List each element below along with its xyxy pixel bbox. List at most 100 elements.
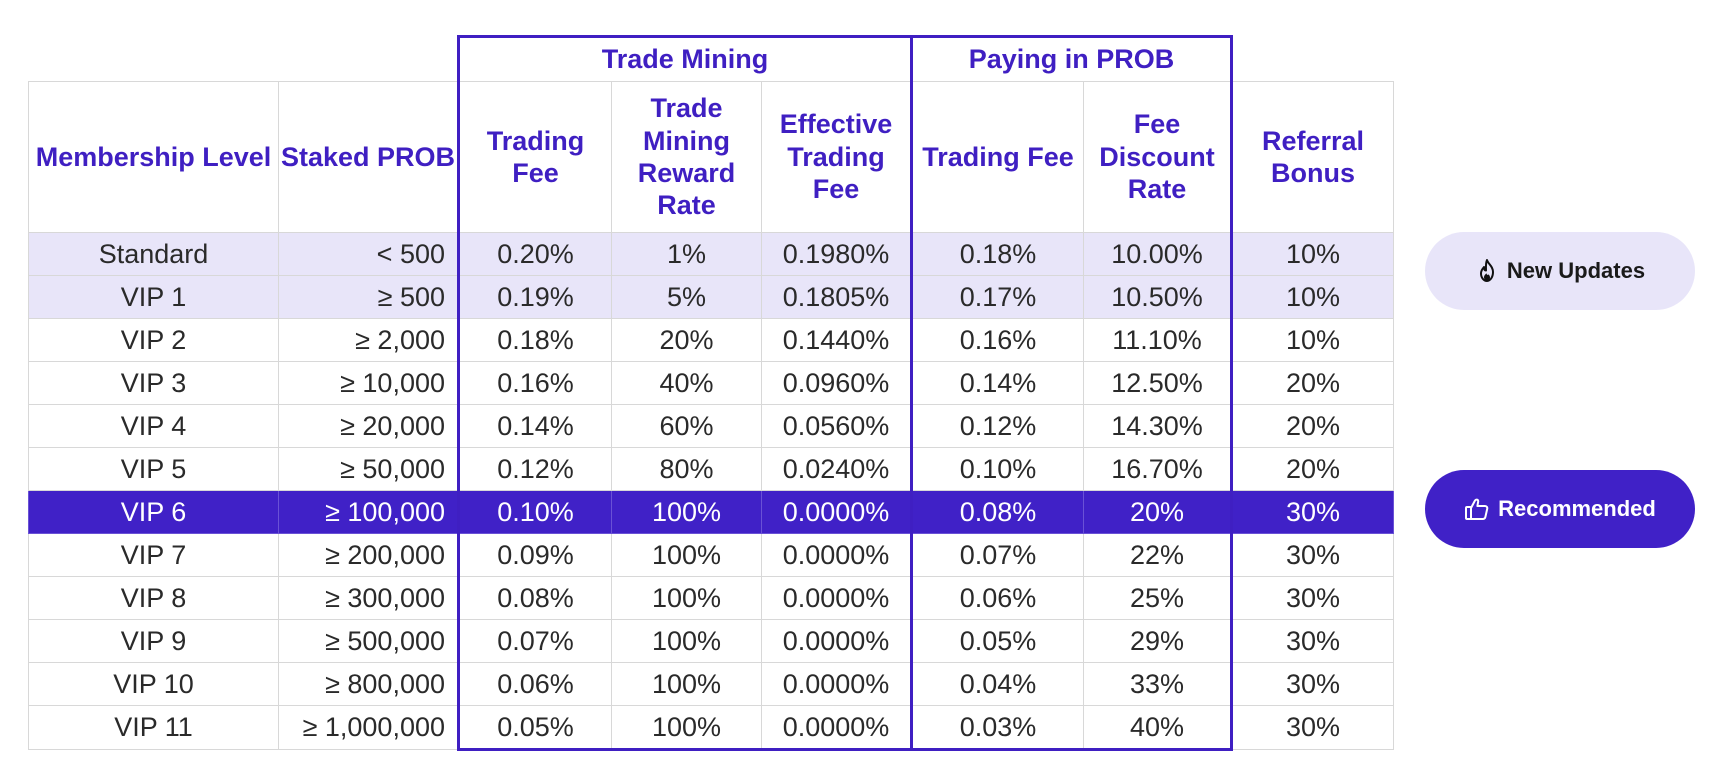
table-row: VIP 6 ≥ 100,000 0.10% 100% 0.0000% 0.08% 20% 30… — [28, 490, 1394, 534]
table-row: VIP 5 ≥ 50,000 0.12% 80% 0.0240% 0.10% 16.70% 2… — [28, 447, 1394, 491]
cell-tm-effective-fee: 0.0240% — [761, 447, 913, 491]
cell-tm-trading-fee: 0.07% — [457, 619, 612, 663]
cell-tm-reward-rate: 1% — [611, 232, 762, 276]
cell-tm-reward-rate: 100% — [611, 662, 762, 706]
cell-membership-level: VIP 6 — [28, 490, 279, 534]
table-row: VIP 2 ≥ 2,000 0.18% 20% 0.1440% 0.16% 11.10% 10… — [28, 318, 1394, 362]
cell-pp-discount-rate: 20% — [1083, 490, 1233, 534]
cell-tm-trading-fee: 0.06% — [457, 662, 612, 706]
table-row: VIP 4 ≥ 20,000 0.14% 60% 0.0560% 0.12% 14.30% 2… — [28, 404, 1394, 448]
cell-tm-trading-fee: 0.05% — [457, 705, 612, 751]
cell-membership-level: VIP 5 — [28, 447, 279, 491]
table-row: VIP 3 ≥ 10,000 0.16% 40% 0.0960% 0.14% 12.50% 2… — [28, 361, 1394, 405]
header-referral-bonus: Referral Bonus — [1231, 81, 1394, 233]
header-pp-trading-fee: Trading Fee — [910, 81, 1084, 233]
cell-tm-reward-rate: 100% — [611, 619, 762, 663]
cell-staked-prob: ≥ 800,000 — [278, 662, 459, 706]
cell-pp-discount-rate: 22% — [1083, 533, 1233, 577]
vip-fee-table: Trade Mining Paying in PROB Membership L… — [28, 35, 1394, 751]
cell-membership-level: VIP 1 — [28, 275, 279, 319]
cell-staked-prob: ≥ 10,000 — [278, 361, 459, 405]
cell-pp-discount-rate: 33% — [1083, 662, 1233, 706]
cell-tm-reward-rate: 20% — [611, 318, 762, 362]
cell-tm-trading-fee: 0.08% — [457, 576, 612, 620]
cell-tm-effective-fee: 0.0000% — [761, 576, 913, 620]
new-updates-label: New Updates — [1506, 258, 1646, 283]
cell-tm-trading-fee: 0.09% — [457, 533, 612, 577]
cell-staked-prob: < 500 — [278, 232, 459, 276]
cell-referral-bonus: 20% — [1231, 361, 1394, 405]
cell-pp-trading-fee: 0.04% — [910, 662, 1084, 706]
cell-staked-prob: ≥ 2,000 — [278, 318, 459, 362]
cell-tm-reward-rate: 5% — [611, 275, 762, 319]
cell-pp-trading-fee: 0.14% — [910, 361, 1084, 405]
recommended-label: Recommended — [1498, 496, 1656, 521]
table-row: VIP 9 ≥ 500,000 0.07% 100% 0.0000% 0.05% 29% 30… — [28, 619, 1394, 663]
cell-pp-discount-rate: 16.70% — [1083, 447, 1233, 491]
cell-tm-reward-rate: 40% — [611, 361, 762, 405]
cell-tm-effective-fee: 0.0000% — [761, 490, 913, 534]
fire-icon — [1475, 258, 1499, 284]
cell-pp-trading-fee: 0.17% — [910, 275, 1084, 319]
cell-membership-level: VIP 9 — [28, 619, 279, 663]
table-row: VIP 10 ≥ 800,000 0.06% 100% 0.0000% 0.04% 33% 3… — [28, 662, 1394, 706]
header-tm-effective-fee: Effective Trading Fee — [761, 81, 913, 233]
cell-referral-bonus: 10% — [1231, 275, 1394, 319]
header-tm-trading-fee: Trading Fee — [457, 81, 612, 233]
cell-staked-prob: ≥ 20,000 — [278, 404, 459, 448]
cell-staked-prob: ≥ 200,000 — [278, 533, 459, 577]
group-spacer-right — [1232, 37, 1394, 82]
cell-pp-trading-fee: 0.08% — [910, 490, 1084, 534]
table-body: Standard < 500 0.20% 1% 0.1980% 0.18% 10.00% 10… — [28, 232, 1394, 751]
cell-tm-reward-rate: 100% — [611, 705, 762, 751]
cell-tm-trading-fee: 0.16% — [457, 361, 612, 405]
recommended-badge[interactable]: Recommended — [1425, 470, 1695, 548]
cell-referral-bonus: 20% — [1231, 447, 1394, 491]
cell-referral-bonus: 30% — [1231, 705, 1394, 750]
header-pp-discount-rate: Fee Discount Rate — [1083, 81, 1233, 233]
header-staked-prob: Staked PROB — [278, 81, 459, 233]
cell-tm-effective-fee: 0.0960% — [761, 361, 913, 405]
cell-referral-bonus: 10% — [1231, 232, 1394, 276]
header-membership-level: Membership Level — [28, 81, 279, 233]
cell-referral-bonus: 30% — [1231, 576, 1394, 620]
cell-tm-effective-fee: 0.0000% — [761, 662, 913, 706]
cell-tm-effective-fee: 0.0000% — [761, 619, 913, 663]
cell-tm-reward-rate: 60% — [611, 404, 762, 448]
cell-tm-trading-fee: 0.20% — [457, 232, 612, 276]
cell-referral-bonus: 30% — [1231, 662, 1394, 706]
cell-pp-discount-rate: 11.10% — [1083, 318, 1233, 362]
cell-staked-prob: ≥ 500 — [278, 275, 459, 319]
cell-tm-effective-fee: 0.1805% — [761, 275, 913, 319]
cell-referral-bonus: 30% — [1231, 533, 1394, 577]
cell-pp-discount-rate: 10.50% — [1083, 275, 1233, 319]
table-row: Standard < 500 0.20% 1% 0.1980% 0.18% 10.00% 10… — [28, 232, 1394, 276]
header-tm-reward-rate: Trade Mining Reward Rate — [611, 81, 762, 233]
cell-staked-prob: ≥ 1,000,000 — [278, 705, 459, 750]
cell-tm-trading-fee: 0.12% — [457, 447, 612, 491]
cell-tm-reward-rate: 100% — [611, 490, 762, 534]
cell-tm-effective-fee: 0.1980% — [761, 232, 913, 276]
table-row: VIP 8 ≥ 300,000 0.08% 100% 0.0000% 0.06% 25% 30… — [28, 576, 1394, 620]
cell-tm-trading-fee: 0.18% — [457, 318, 612, 362]
cell-staked-prob: ≥ 500,000 — [278, 619, 459, 663]
cell-pp-trading-fee: 0.06% — [910, 576, 1084, 620]
cell-tm-trading-fee: 0.10% — [457, 490, 612, 534]
cell-tm-effective-fee: 0.0560% — [761, 404, 913, 448]
cell-pp-discount-rate: 12.50% — [1083, 361, 1233, 405]
cell-pp-trading-fee: 0.05% — [910, 619, 1084, 663]
group-paying-in-prob: Paying in PROB — [910, 35, 1233, 82]
cell-tm-effective-fee: 0.1440% — [761, 318, 913, 362]
cell-pp-discount-rate: 10.00% — [1083, 232, 1233, 276]
new-updates-badge[interactable]: New Updates — [1425, 232, 1695, 310]
cell-membership-level: VIP 8 — [28, 576, 279, 620]
cell-tm-effective-fee: 0.0000% — [761, 705, 913, 751]
cell-membership-level: Standard — [28, 232, 279, 276]
table-row: VIP 11 ≥ 1,000,000 0.05% 100% 0.0000% 0.03% 40… — [28, 705, 1394, 751]
cell-membership-level: VIP 3 — [28, 361, 279, 405]
cell-referral-bonus: 30% — [1231, 490, 1394, 534]
cell-pp-discount-rate: 40% — [1083, 705, 1233, 751]
cell-tm-trading-fee: 0.19% — [457, 275, 612, 319]
cell-pp-trading-fee: 0.16% — [910, 318, 1084, 362]
